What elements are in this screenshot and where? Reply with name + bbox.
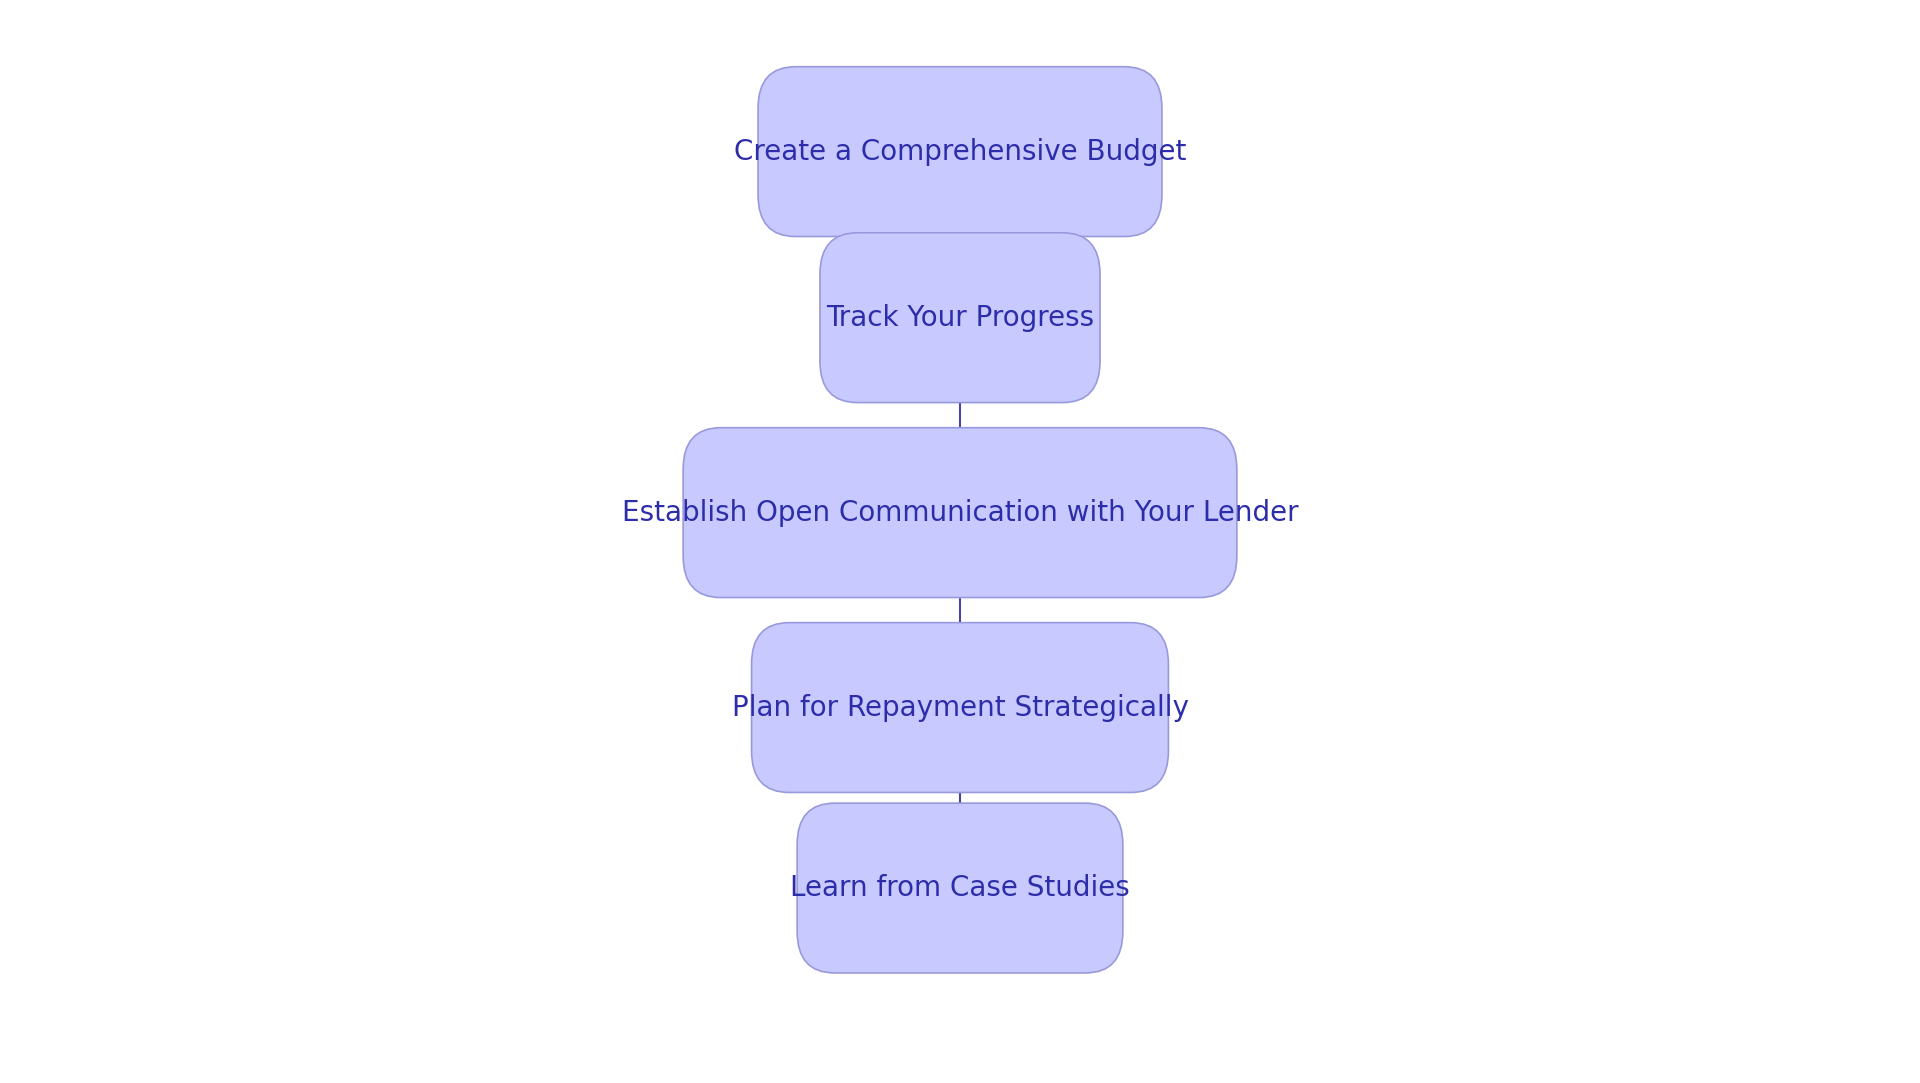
FancyBboxPatch shape <box>820 233 1100 403</box>
FancyBboxPatch shape <box>684 428 1236 598</box>
FancyBboxPatch shape <box>758 67 1162 236</box>
Text: Learn from Case Studies: Learn from Case Studies <box>791 874 1129 902</box>
Text: Establish Open Communication with Your Lender: Establish Open Communication with Your L… <box>622 498 1298 526</box>
FancyBboxPatch shape <box>797 804 1123 973</box>
Text: Track Your Progress: Track Your Progress <box>826 303 1094 331</box>
Text: Plan for Repayment Strategically: Plan for Repayment Strategically <box>732 693 1188 721</box>
FancyBboxPatch shape <box>751 623 1169 793</box>
Text: Create a Comprehensive Budget: Create a Comprehensive Budget <box>733 138 1187 166</box>
